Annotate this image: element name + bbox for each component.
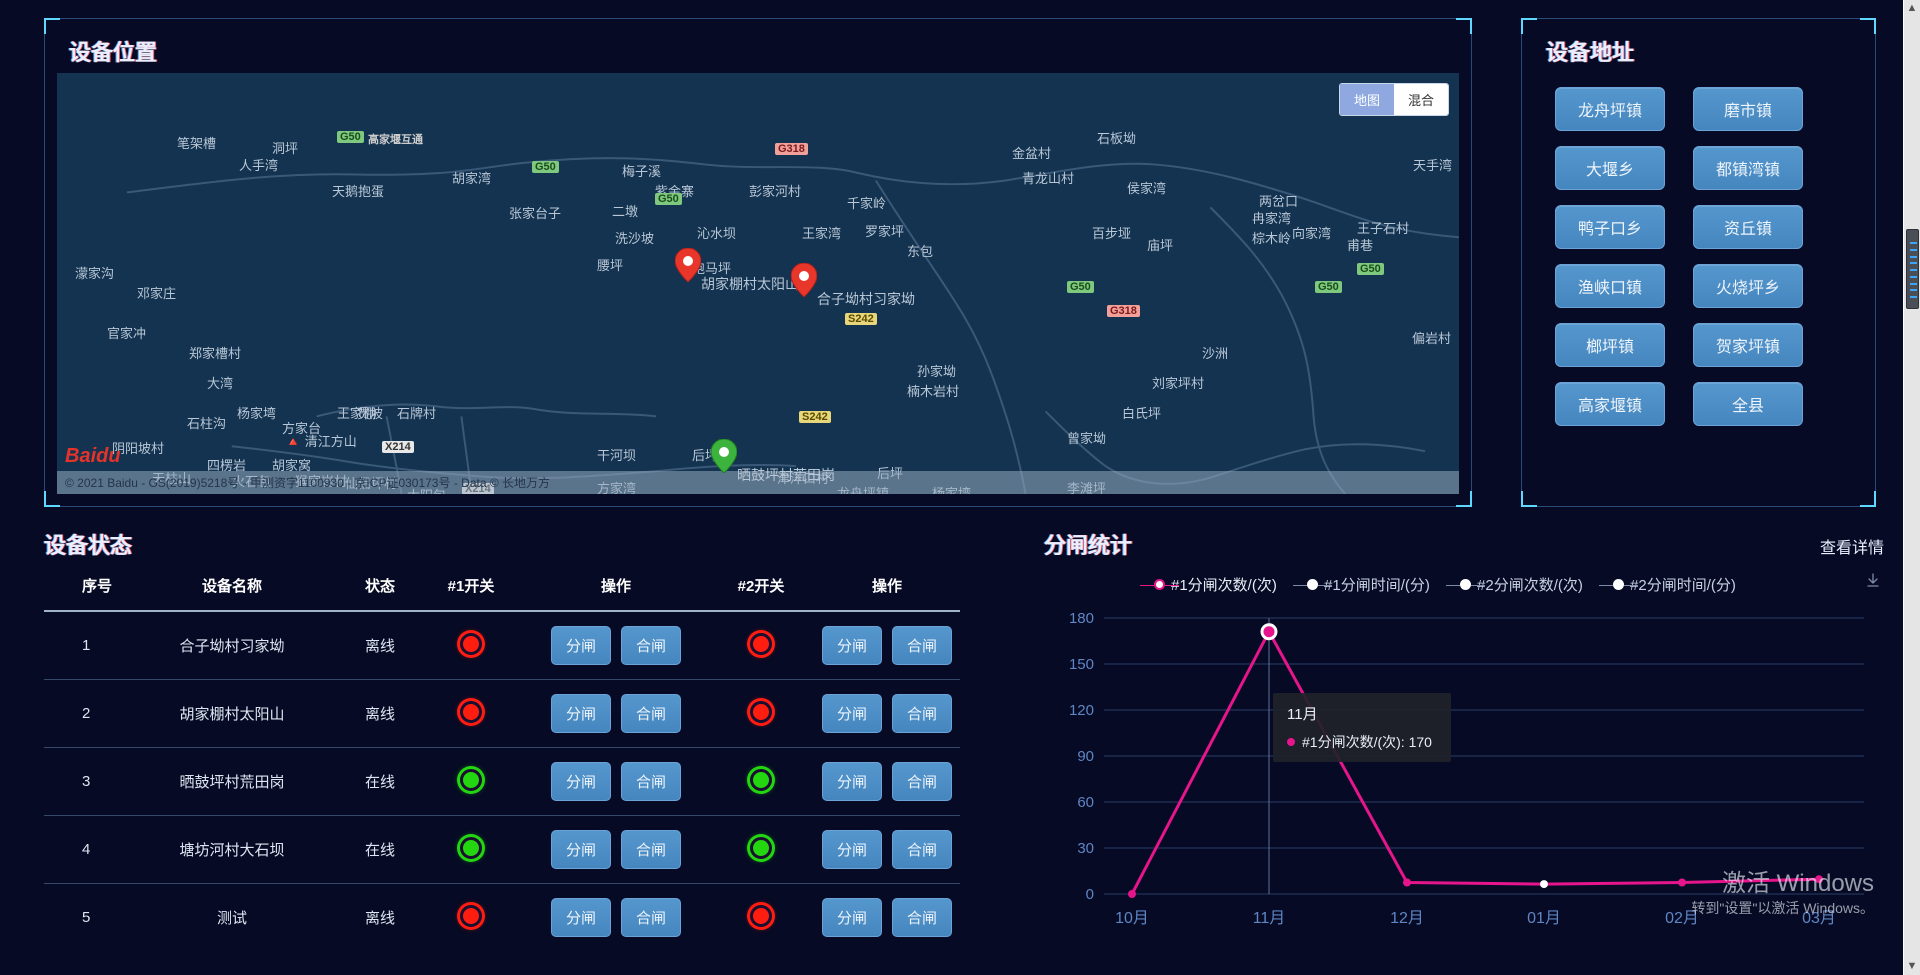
svg-text:10月: 10月	[1115, 910, 1149, 927]
svg-text:0: 0	[1086, 886, 1094, 903]
svg-text:30: 30	[1077, 840, 1094, 857]
svg-text:180: 180	[1069, 610, 1094, 627]
svg-text:150: 150	[1069, 656, 1094, 673]
svg-text:60: 60	[1077, 794, 1094, 811]
svg-text:01月: 01月	[1527, 910, 1561, 927]
svg-text:12月: 12月	[1390, 910, 1424, 927]
svg-text:90: 90	[1077, 748, 1094, 765]
svg-text:120: 120	[1069, 702, 1094, 719]
svg-text:11月: 11月	[1253, 910, 1286, 927]
